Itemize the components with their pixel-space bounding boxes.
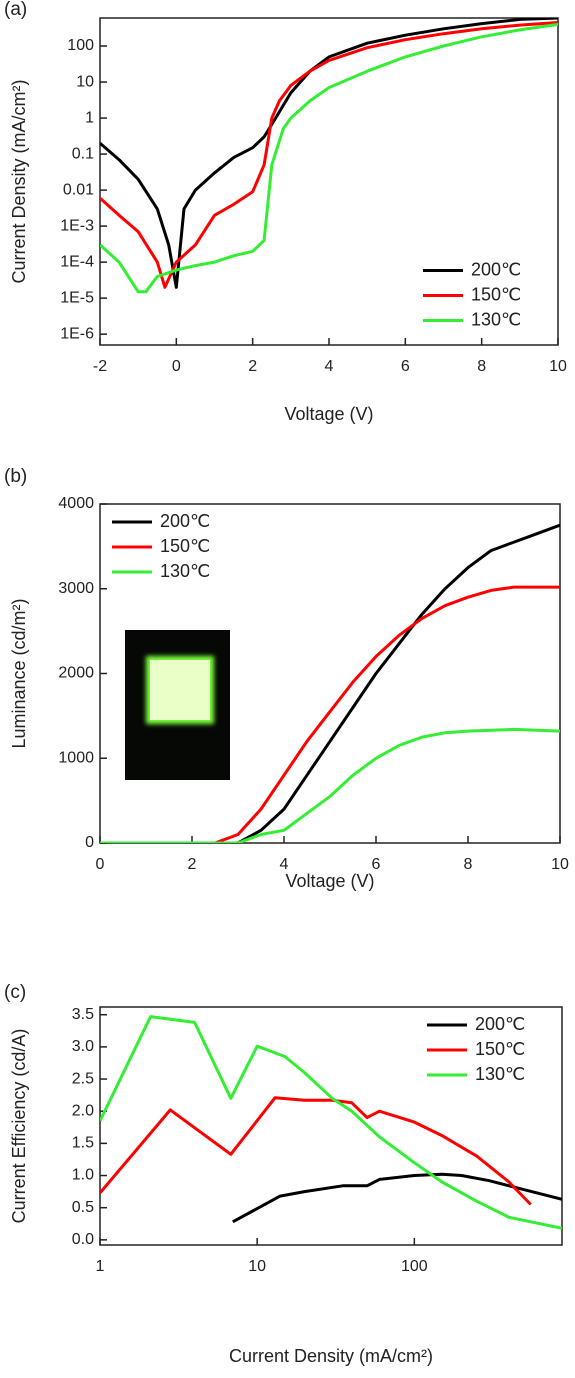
data-line <box>100 1015 562 1230</box>
x-axis-title: Voltage (V) <box>285 871 374 891</box>
y-tick-label: 2.5 <box>72 1070 94 1087</box>
x-tick-label: 10 <box>551 856 569 873</box>
y-axis-title: Current Efficiency (cd/A) <box>9 1029 29 1224</box>
data-line <box>100 523 560 843</box>
y-tick-label: 3.0 <box>72 1038 94 1055</box>
y-tick-label: 1 <box>85 109 94 126</box>
data-line <box>100 585 560 843</box>
data-line <box>100 18 558 289</box>
y-tick-label: 0.1 <box>72 145 94 162</box>
y-tick-label: 1000 <box>58 749 94 766</box>
legend-label: 130℃ <box>471 309 521 329</box>
x-tick-label: 0 <box>96 856 105 873</box>
x-tick-label: 1 <box>96 1258 105 1275</box>
y-tick-label: 0.5 <box>72 1199 94 1216</box>
data-line <box>100 22 558 294</box>
legend-label: 130℃ <box>475 1064 525 1084</box>
y-tick-label: 0.0 <box>72 1231 94 1248</box>
x-tick-label: 4 <box>280 856 289 873</box>
y-tick-label: 1E-3 <box>60 217 94 234</box>
x-tick-label: 8 <box>477 358 486 375</box>
y-tick-label: 0 <box>85 834 94 851</box>
x-tick-label: 8 <box>464 856 473 873</box>
x-axis-title: Voltage (V) <box>284 404 373 424</box>
legend-label: 200℃ <box>160 511 210 531</box>
y-tick-label: 10 <box>76 73 94 90</box>
x-tick-label: 0 <box>172 358 181 375</box>
x-tick-label: -2 <box>93 358 107 375</box>
x-tick-label: 6 <box>372 856 381 873</box>
panel-label: (b) <box>4 466 27 487</box>
x-tick-label: 10 <box>248 1258 266 1275</box>
data-line <box>100 1096 532 1206</box>
plot-area <box>100 18 558 294</box>
plot-area <box>100 1015 562 1230</box>
x-tick-label: 6 <box>401 358 410 375</box>
inset-photo <box>125 630 230 780</box>
legend: 200℃ 150℃ 130℃ <box>112 511 210 581</box>
x-tick-label: 100 <box>401 1258 428 1275</box>
inset-emitter <box>150 660 210 720</box>
y-tick-label: 4000 <box>58 495 94 512</box>
y-tick-label: 3.5 <box>72 1006 94 1023</box>
data-line <box>232 1172 562 1224</box>
y-tick-label: 2000 <box>58 665 94 682</box>
y-axis-title: Current Density (mA/cm²) <box>9 79 29 283</box>
legend-label: 200℃ <box>475 1014 525 1034</box>
legend-label: 130℃ <box>160 561 210 581</box>
y-tick-label: 2.0 <box>72 1102 94 1119</box>
y-tick-label: 1E-6 <box>60 325 94 342</box>
plot-frame <box>99 503 561 844</box>
legend-label: 200℃ <box>471 259 521 279</box>
data-line <box>100 727 560 843</box>
panel-label: (a) <box>4 0 27 20</box>
x-tick-label: 2 <box>188 856 197 873</box>
legend: 200℃ 150℃ 130℃ <box>423 259 521 329</box>
y-axis-title: Luminance (cd/m²) <box>9 598 29 748</box>
plot-area <box>100 523 560 843</box>
x-axis-title: Current Density (mA/cm²) <box>229 1346 433 1366</box>
x-tick-label: 4 <box>325 358 334 375</box>
plot-frame <box>99 17 559 346</box>
chart-panel: (a) -2 0 2 4 6 8 10 1E-6 1E-5 1E-4 1E-3 0.01 0.1 1 10 10… <box>4 0 567 424</box>
y-tick-label: 100 <box>67 37 94 54</box>
chart-panel: (b) 0 2 4 6 8 10 0 1000 2000 3000 4000 Voltage (V) Lu… <box>4 466 569 891</box>
y-tick-label: 1.0 <box>72 1167 94 1184</box>
chart-panel: (c) 1 10 100 0.0 0.5 1.0 1.5 2.0 2.5 3.0 3.5 Current… <box>4 982 563 1366</box>
y-tick-label: 1.5 <box>72 1135 94 1152</box>
panel-label: (c) <box>4 982 26 1003</box>
legend: 200℃ 150℃ 130℃ <box>427 1014 525 1084</box>
legend-label: 150℃ <box>160 536 210 556</box>
y-tick-label: 1E-5 <box>60 289 94 306</box>
x-tick-label: 2 <box>248 358 257 375</box>
y-tick-label: 0.01 <box>63 181 94 198</box>
y-tick-label: 3000 <box>58 580 94 597</box>
x-tick-label: 10 <box>549 358 567 375</box>
legend-label: 150℃ <box>471 284 521 304</box>
y-tick-label: 1E-4 <box>60 253 94 270</box>
plot-frame <box>99 1006 563 1246</box>
legend-label: 150℃ <box>475 1039 525 1059</box>
